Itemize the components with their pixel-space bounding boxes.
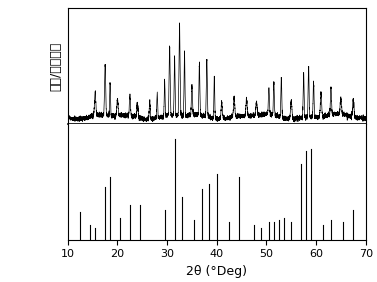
Y-axis label: 强度/任意单位: 强度/任意单位 [49, 42, 62, 91]
X-axis label: 2θ (°Deg): 2θ (°Deg) [186, 265, 247, 278]
